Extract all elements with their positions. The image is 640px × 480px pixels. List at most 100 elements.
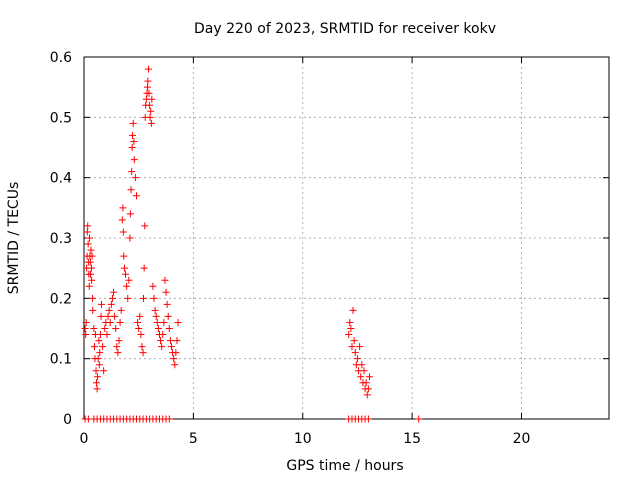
data-point — [174, 318, 182, 326]
data-point — [82, 331, 90, 339]
data-point — [129, 131, 137, 139]
data-point — [128, 144, 136, 151]
data-point — [151, 306, 159, 314]
data-point — [351, 349, 359, 357]
data-point — [363, 391, 371, 399]
data-point — [124, 294, 132, 302]
data-point — [89, 306, 97, 314]
x-axis-label: GPS time / hours — [286, 458, 403, 474]
data-point — [95, 361, 103, 369]
y-tick-label: 0.6 — [50, 50, 72, 66]
data-point — [90, 325, 98, 332]
data-point — [126, 234, 134, 242]
data-point — [92, 379, 100, 387]
data-point — [356, 343, 364, 351]
data-point — [82, 318, 90, 326]
y-tick-labels: 0 0.1 0.2 0.3 0.4 0.5 0.6 — [50, 50, 72, 428]
x-tick-label: 10 — [294, 431, 312, 447]
data-point — [133, 192, 140, 200]
data-point — [347, 325, 355, 332]
data-point — [117, 306, 125, 314]
y-tick-label: 0.2 — [50, 291, 72, 307]
data-point — [159, 331, 167, 339]
data-point — [137, 331, 145, 339]
y-tick-label: 0.4 — [50, 171, 72, 187]
data-point — [152, 312, 160, 320]
data-point — [88, 252, 96, 260]
y-tick-label: 0.3 — [50, 231, 72, 247]
data-point — [144, 77, 152, 85]
data-point — [154, 325, 162, 332]
data-point — [146, 113, 154, 121]
data-point — [140, 294, 147, 302]
data-points — [81, 65, 423, 423]
data-point — [150, 294, 158, 302]
data-point — [125, 276, 133, 284]
data-point — [161, 276, 169, 284]
data-point — [93, 385, 101, 393]
y-axis-label: SRMTID / TECUs — [6, 182, 22, 295]
data-point — [145, 89, 153, 97]
data-point — [158, 343, 166, 351]
data-point — [105, 306, 113, 314]
data-point — [140, 264, 148, 272]
data-point — [143, 83, 151, 91]
data-point — [157, 337, 165, 345]
data-point — [349, 306, 357, 314]
data-point — [165, 415, 173, 423]
data-point — [141, 222, 149, 230]
x-tick-labels: 0 5 10 15 20 — [80, 431, 531, 447]
data-point — [358, 361, 366, 369]
data-point — [147, 107, 155, 115]
data-point — [360, 367, 368, 375]
data-point — [164, 312, 172, 320]
data-point — [135, 325, 143, 332]
data-point — [104, 312, 112, 320]
data-point — [345, 331, 353, 339]
data-point — [81, 325, 89, 332]
data-point — [119, 228, 127, 236]
data-point — [148, 95, 156, 103]
data-point — [97, 312, 105, 320]
data-point — [165, 325, 173, 332]
x-tick-label: 15 — [403, 431, 421, 447]
data-point — [173, 337, 181, 345]
data-point — [123, 282, 131, 290]
data-point — [84, 240, 92, 248]
data-point — [87, 264, 95, 272]
data-point — [86, 258, 94, 266]
data-point — [83, 228, 91, 236]
x-tick-label: 5 — [189, 431, 198, 447]
data-point — [96, 349, 104, 357]
data-point — [160, 318, 168, 326]
data-point — [346, 318, 354, 326]
data-point — [84, 222, 92, 230]
data-point — [95, 337, 103, 345]
data-point — [172, 349, 180, 357]
data-point — [168, 343, 175, 351]
data-point — [91, 343, 98, 351]
data-point — [112, 325, 120, 332]
data-point — [170, 355, 178, 363]
data-point — [115, 337, 123, 345]
data-point — [88, 276, 96, 284]
data-point — [415, 415, 423, 423]
data-point — [350, 337, 358, 345]
grid — [84, 57, 609, 419]
data-point — [163, 300, 171, 308]
data-point — [145, 65, 153, 73]
data-point — [85, 234, 93, 242]
data-point — [106, 318, 114, 326]
data-point — [119, 204, 127, 212]
y-tick-label: 0.1 — [50, 352, 72, 368]
data-point — [98, 300, 105, 308]
y-tick-label: 0 — [63, 412, 72, 428]
data-point — [111, 312, 119, 320]
data-point — [85, 282, 93, 290]
data-point — [139, 349, 147, 357]
data-point — [89, 294, 97, 302]
y-tick-label: 0.5 — [50, 110, 72, 126]
data-point — [348, 343, 356, 351]
